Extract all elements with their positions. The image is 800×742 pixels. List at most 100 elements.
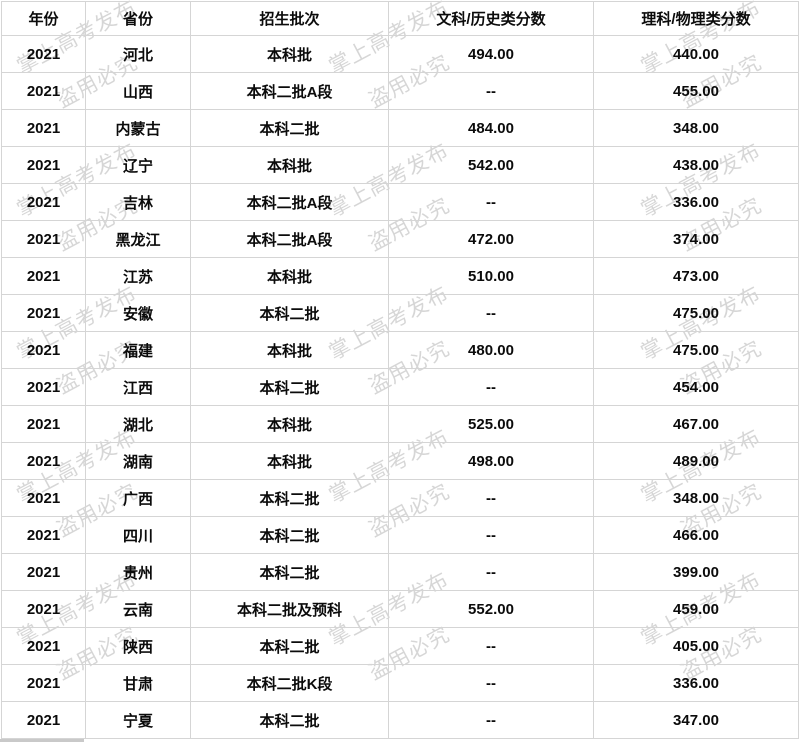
cell-province: 湖南 — [85, 442, 191, 480]
cell-batch: 本科二批 — [190, 368, 389, 406]
header-row: 年份 省份 招生批次 文科/历史类分数 理科/物理类分数 — [1, 1, 799, 36]
cell-year: 2021 — [1, 553, 86, 591]
cell-science-score: 438.00 — [593, 146, 799, 184]
cell-batch: 本科批 — [190, 405, 389, 443]
col-header-batch: 招生批次 — [190, 1, 389, 36]
cell-batch: 本科批 — [190, 35, 389, 73]
cell-arts-score: -- — [388, 183, 594, 221]
cell-province: 黑龙江 — [85, 220, 191, 258]
cell-year: 2021 — [1, 109, 86, 147]
cell-arts-score: 480.00 — [388, 331, 594, 369]
table-row: 2021 湖北 本科批 525.00 467.00 — [1, 405, 799, 443]
cell-year: 2021 — [1, 35, 86, 73]
cell-science-score: 459.00 — [593, 590, 799, 628]
cell-science-score: 399.00 — [593, 553, 799, 591]
cell-arts-score: 494.00 — [388, 35, 594, 73]
cell-arts-score: -- — [388, 553, 594, 591]
cell-science-score: 347.00 — [593, 701, 799, 739]
cell-batch: 本科二批K段 — [190, 664, 389, 702]
cell-arts-score: 525.00 — [388, 405, 594, 443]
col-header-science-score: 理科/物理类分数 — [593, 1, 799, 36]
cell-province: 广西 — [85, 479, 191, 517]
table-row: 2021 甘肃 本科二批K段 -- 336.00 — [1, 664, 799, 702]
cell-arts-score: -- — [388, 627, 594, 665]
cell-arts-score: -- — [388, 701, 594, 739]
cell-science-score: 466.00 — [593, 516, 799, 554]
cell-batch: 本科二批 — [190, 516, 389, 554]
cell-year: 2021 — [1, 479, 86, 517]
cell-science-score: 455.00 — [593, 72, 799, 110]
cell-batch: 本科二批及预科 — [190, 590, 389, 628]
table-row: 2021 河北 本科批 494.00 440.00 — [1, 35, 799, 73]
table-row: 2021 湖南 本科批 498.00 489.00 — [1, 442, 799, 480]
col-header-arts-score: 文科/历史类分数 — [388, 1, 594, 36]
cell-year: 2021 — [1, 627, 86, 665]
cell-batch: 本科批 — [190, 331, 389, 369]
cell-arts-score: 542.00 — [388, 146, 594, 184]
cell-arts-score: -- — [388, 479, 594, 517]
cell-province: 江西 — [85, 368, 191, 406]
table-row: 2021 陕西 本科二批 -- 405.00 — [1, 627, 799, 665]
cell-science-score: 467.00 — [593, 405, 799, 443]
table-row: 2021 安徽 本科二批 -- 475.00 — [1, 294, 799, 332]
cell-province: 安徽 — [85, 294, 191, 332]
cell-batch: 本科二批 — [190, 109, 389, 147]
table-body: 2021 河北 本科批 494.00 440.00 2021 山西 本科二批A段 -- 455.0… — [1, 35, 799, 739]
cell-batch: 本科二批 — [190, 627, 389, 665]
table-row: 2021 山西 本科二批A段 -- 455.00 — [1, 72, 799, 110]
cell-year: 2021 — [1, 294, 86, 332]
cell-batch: 本科二批A段 — [190, 72, 389, 110]
cell-batch: 本科批 — [190, 257, 389, 295]
cell-province: 云南 — [85, 590, 191, 628]
cell-province: 辽宁 — [85, 146, 191, 184]
cell-arts-score: -- — [388, 72, 594, 110]
cell-arts-score: 510.00 — [388, 257, 594, 295]
table-row: 2021 辽宁 本科批 542.00 438.00 — [1, 146, 799, 184]
cell-province: 山西 — [85, 72, 191, 110]
cell-province: 福建 — [85, 331, 191, 369]
cell-province: 河北 — [85, 35, 191, 73]
table-row: 2021 江西 本科二批 -- 454.00 — [1, 368, 799, 406]
cell-province: 湖北 — [85, 405, 191, 443]
cell-science-score: 475.00 — [593, 294, 799, 332]
cell-science-score: 336.00 — [593, 664, 799, 702]
cell-arts-score: -- — [388, 368, 594, 406]
cell-province: 陕西 — [85, 627, 191, 665]
cell-science-score: 374.00 — [593, 220, 799, 258]
cell-batch: 本科二批 — [190, 294, 389, 332]
table-row: 2021 黑龙江 本科二批A段 472.00 374.00 — [1, 220, 799, 258]
cell-batch: 本科二批A段 — [190, 183, 389, 221]
cell-year: 2021 — [1, 72, 86, 110]
cell-science-score: 336.00 — [593, 183, 799, 221]
cell-science-score: 489.00 — [593, 442, 799, 480]
col-header-province: 省份 — [85, 1, 191, 36]
cell-province: 内蒙古 — [85, 109, 191, 147]
cell-year: 2021 — [1, 183, 86, 221]
cell-batch: 本科批 — [190, 442, 389, 480]
scrollbar-fragment — [0, 739, 84, 742]
cell-year: 2021 — [1, 590, 86, 628]
cell-science-score: 440.00 — [593, 35, 799, 73]
cell-arts-score: -- — [388, 294, 594, 332]
cell-batch: 本科二批A段 — [190, 220, 389, 258]
cell-science-score: 454.00 — [593, 368, 799, 406]
cell-batch: 本科批 — [190, 146, 389, 184]
cell-arts-score: -- — [388, 516, 594, 554]
cell-science-score: 475.00 — [593, 331, 799, 369]
cell-year: 2021 — [1, 257, 86, 295]
cell-year: 2021 — [1, 146, 86, 184]
cell-batch: 本科二批 — [190, 701, 389, 739]
cell-year: 2021 — [1, 664, 86, 702]
col-header-year: 年份 — [1, 1, 86, 36]
cell-province: 宁夏 — [85, 701, 191, 739]
table-row: 2021 福建 本科批 480.00 475.00 — [1, 331, 799, 369]
table-row: 2021 广西 本科二批 -- 348.00 — [1, 479, 799, 517]
table-row: 2021 宁夏 本科二批 -- 347.00 — [1, 701, 799, 739]
cell-arts-score: 472.00 — [388, 220, 594, 258]
table-row: 2021 内蒙古 本科二批 484.00 348.00 — [1, 109, 799, 147]
cell-year: 2021 — [1, 368, 86, 406]
cell-science-score: 405.00 — [593, 627, 799, 665]
cell-province: 四川 — [85, 516, 191, 554]
table-row: 2021 江苏 本科批 510.00 473.00 — [1, 257, 799, 295]
